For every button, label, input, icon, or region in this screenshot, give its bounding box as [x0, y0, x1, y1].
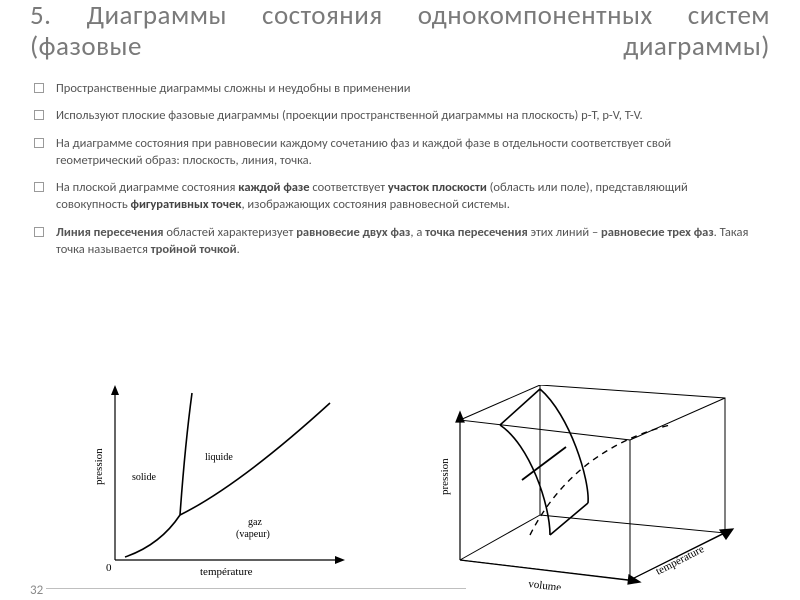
bullet-list: Пространственные диаграммы сложны и неуд…	[30, 80, 770, 258]
solid-region-label: solide	[132, 472, 156, 483]
list-item: На плоской диаграмме состояния каждой фа…	[56, 179, 760, 214]
slide: 5. Диаграммы состояния однокомпонентных …	[0, 0, 800, 600]
x-axis-label: température	[200, 566, 253, 578]
list-item: На диаграмме состояния при равновесии ка…	[56, 135, 760, 170]
y-axis-arrow	[111, 385, 119, 395]
page-number: 32	[30, 583, 43, 598]
vaporization-curve	[180, 403, 330, 515]
x-axis-arrow	[335, 556, 345, 564]
list-item: Пространственные диаграммы сложны и неуд…	[56, 80, 760, 97]
figures-area: 0 pression température solide liquide ga…	[30, 385, 770, 590]
volume-3d-label: volume	[528, 578, 562, 590]
footer-rule	[46, 588, 466, 589]
temperature-3d-label: température	[654, 543, 706, 578]
pt-phase-diagram: 0 pression température solide liquide ga…	[93, 385, 345, 578]
gas-region-label-1: gaz	[248, 517, 262, 528]
triple-line	[522, 447, 566, 480]
origin-label: 0	[106, 562, 112, 574]
pression-3d-label: pression	[439, 458, 451, 495]
fusion-curve	[180, 393, 192, 515]
page-title: 5. Диаграммы состояния однокомпонентных …	[30, 0, 770, 62]
sublimation-curve	[125, 515, 180, 557]
list-item: Используют плоские фазовые диаграммы (пр…	[56, 107, 760, 124]
surface-curves	[500, 389, 588, 535]
pvt-3d-diagram: pression volume température	[439, 385, 733, 590]
dashed-curve	[530, 425, 670, 535]
diagrams-svg: 0 pression température solide liquide ga…	[30, 385, 770, 590]
y-axis-label: pression	[93, 448, 105, 485]
gas-region-label-2: (vapeur)	[236, 529, 270, 540]
list-item: Линия пересечения областей характеризует…	[56, 224, 760, 259]
liquid-region-label: liquide	[205, 452, 233, 463]
